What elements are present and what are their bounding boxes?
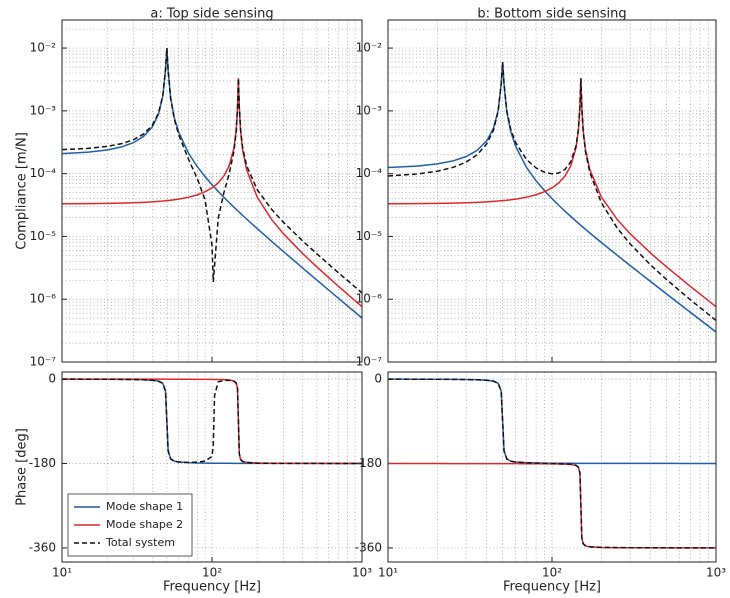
legend-label: Total system [105,536,175,549]
series-line [388,78,716,308]
y-tick-label: 10⁻⁶ [30,292,57,306]
y-tick-label: -360 [355,540,382,554]
y-tick-label: 10⁻⁵ [356,229,383,243]
axes-frame [387,371,717,563]
x-tick-label: 10² [202,566,222,580]
y-tick-label: 10⁻² [30,41,57,55]
panel-title: b: Bottom side sensing [477,7,626,22]
y-tick-label: 10⁻⁴ [356,166,383,180]
y-tick-label: 10⁻³ [356,103,383,117]
y-tick-label: 10⁻⁷ [30,355,57,369]
series-line [62,78,362,308]
panel: 10¹ 10² 10³ 0 -180 -360 Phase [deg] Frequency [… [15,371,372,595]
y-axis-label: Phase [deg] [15,428,30,506]
panel-title: a: Top side sensing [150,7,273,22]
panel: 10⁻⁷ 10⁻⁶ 10⁻⁵ 10⁻⁴ 10⁻³ 10⁻² a: Top side sens… [15,7,363,369]
y-tick-label: -180 [355,456,382,470]
x-axis-label: Frequency [Hz] [163,580,261,595]
y-tick-label: 10⁻⁵ [30,229,57,243]
y-tick-label: 10⁻² [356,41,383,55]
x-tick-label: 10¹ [378,566,398,580]
x-axis-label: Frequency [Hz] [503,580,601,595]
y-tick-label: -360 [29,540,56,554]
y-tick-label: -180 [29,456,56,470]
axes-frame [61,371,363,563]
panel: 10⁻⁷ 10⁻⁶ 10⁻⁵ 10⁻⁴ 10⁻³ 10⁻² b: Bottom side s… [356,7,717,369]
x-tick-label: 10³ [352,566,372,580]
y-tick-label: 10⁻⁷ [356,355,383,369]
series-line [62,378,362,465]
series-line [388,378,716,549]
x-tick-label: 10² [542,566,562,580]
axes-frame [61,19,363,363]
y-tick-label: 0 [374,372,382,386]
legend-label: Mode shape 1 [106,500,183,513]
series-line [62,48,362,294]
series-line [62,378,362,465]
y-tick-label: 10⁻³ [30,103,57,117]
series-line [388,61,716,322]
panel: 10¹ 10² 10³ 0 -180 -360 Frequency [Hz] [355,371,726,595]
legend-label: Mode shape 2 [106,518,183,531]
series-line [388,61,716,333]
y-axis-label: Compliance [m/N] [15,132,30,250]
y-tick-label: 10⁻⁴ [30,166,57,180]
x-tick-label: 10³ [706,566,726,580]
y-tick-label: 0 [48,372,56,386]
axes-frame [387,19,717,363]
y-tick-label: 10⁻⁶ [356,292,383,306]
x-tick-label: 10¹ [52,566,72,580]
